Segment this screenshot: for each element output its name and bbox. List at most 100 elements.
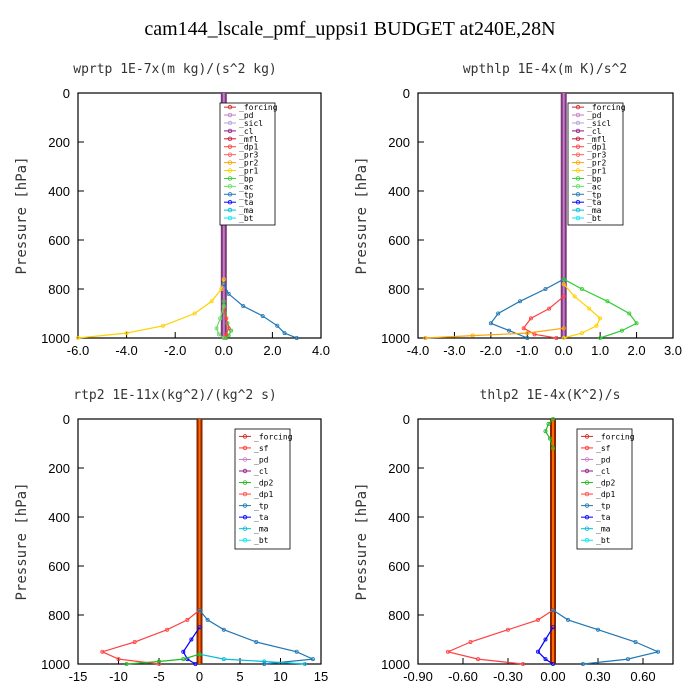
series-point [165,627,170,632]
legend-label: _dp1 [587,143,606,152]
x-tick-label: 2.0 [628,343,646,358]
series-point [275,323,280,328]
series-point [561,294,566,299]
legend-marker [584,503,590,508]
series-point [488,321,493,326]
series-point [221,277,226,282]
legend-label: _cl [239,127,254,136]
y-tick-label: 1000 [381,657,410,672]
x-tick-label: -10 [109,669,128,684]
legend-label: _ac [587,182,602,191]
legend-label: _sf [254,444,269,453]
y-tick-label: 200 [48,135,70,150]
legend-label: _tp [587,190,602,199]
legend-label: _pd [239,111,254,120]
series-point [310,657,315,662]
legend-label: _pr3 [587,151,606,160]
series-point [221,627,226,632]
y-tick-label: 600 [48,233,70,248]
legend-label: _forcing [587,103,626,112]
series-point [221,657,226,662]
legend-marker [227,128,233,134]
legend-marker [227,207,233,213]
x-tick-label: -6.0 [67,343,89,358]
legend-label: _ma [587,206,602,215]
legend-label: _ma [254,525,269,534]
series-point [241,304,246,309]
legend-marker [575,176,581,181]
series-point [423,335,428,340]
panel-3: rtp2 1E-11x(kg^2)/(kg^2 s) Pressure [hPa]… [14,388,328,684]
legend-marker [242,445,248,451]
y-tick-label: 200 [48,461,70,476]
x-tick-label: 5 [236,669,243,684]
series-line-pr1 [77,279,225,339]
legend-marker [227,192,233,197]
series-point [282,331,287,336]
series-point [521,326,526,331]
plot-frame [417,418,674,665]
series-point [197,652,202,657]
y-tick-label: 1000 [41,657,70,672]
x-tick-label: 0.0 [215,343,233,358]
legend-label: _bp [239,174,254,183]
legend-label: _sf [596,444,611,453]
legend-label: _cl [254,467,269,476]
legend-marker [575,136,581,142]
legend-marker [227,176,233,181]
series-line-tp [223,283,297,339]
series-point [551,446,556,451]
legend-marker [584,514,590,520]
legend-marker [242,434,248,439]
series-point [185,617,190,622]
legend-marker [584,491,590,497]
series-point [634,321,639,326]
series-point [587,306,592,311]
series-line-dp1 [522,295,565,339]
legend-label: _pr2 [239,159,258,168]
x-tick-label: 15 [314,669,328,684]
series-point [546,421,551,426]
panel-4: thlp2 1E-4x(K^2)/s Pressure [hPa] 0 200 400 6… [354,388,674,684]
series-point [197,608,202,613]
series-point [572,294,577,299]
series-point [620,328,625,333]
series-line-ta [182,626,200,665]
series-point [124,331,129,336]
legend-marker [575,104,581,110]
series-point [181,657,186,662]
legend-marker [227,136,233,142]
series-point [581,662,586,667]
series-line-dp2 [544,418,554,449]
legend-marker [575,207,581,213]
legend-marker [584,457,590,462]
series-point [551,608,556,613]
y-tick-label: 600 [48,559,70,574]
series-point [561,277,566,282]
x-tick-label: -0.60 [448,669,478,684]
legend-marker [575,199,581,205]
series-point [294,649,299,654]
panel-1: wprtp 1E-7x(m kg)/(s^2 kg) Pressure [hPa]… [14,62,330,358]
series-point [156,662,161,667]
series-line-tp [552,609,660,665]
series-point [551,625,556,630]
series-point [525,331,530,336]
y-axis-label: Pressure [hPa] [354,156,370,274]
series-point [192,311,197,316]
series-point [470,333,475,338]
series-point [76,335,81,340]
legend-label: _cl [587,127,602,136]
series-point [189,637,194,642]
series-point [226,326,231,331]
legend-marker [242,468,248,474]
legend-marker [584,526,590,531]
panel-title: wpthlp 1E-4x(m K)/s^2 [463,62,627,77]
legend-label: _forcing [239,103,278,112]
x-tick-label: -0.30 [493,669,523,684]
legend-marker [584,468,590,474]
series-line-dp2 [126,653,200,665]
series-point [181,649,186,654]
legend-label: _dp2 [254,479,273,488]
